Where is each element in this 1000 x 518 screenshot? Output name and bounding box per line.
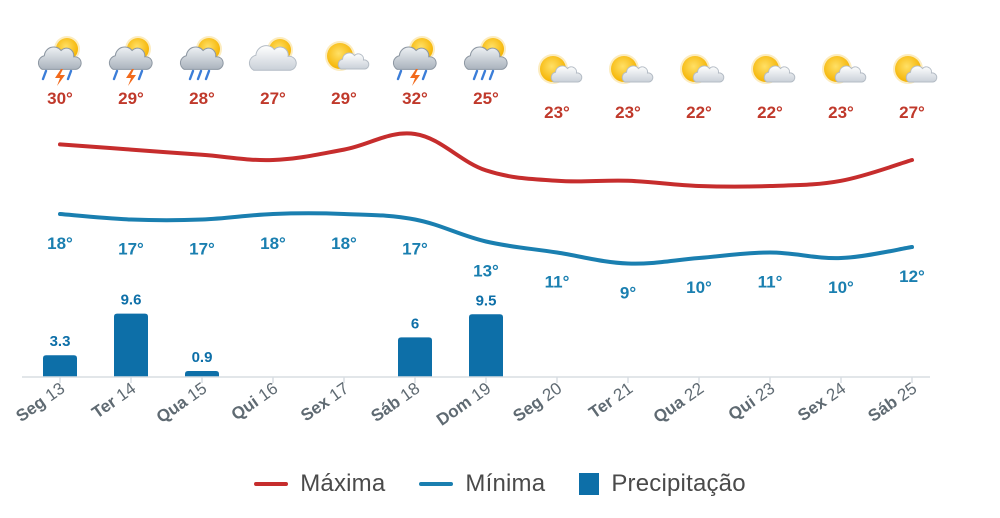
min-temp-label: 12° (899, 267, 925, 286)
max-temp-label: 30° (47, 89, 73, 108)
min-temp-label: 18° (260, 234, 286, 253)
sunny-cloud-icon (893, 54, 938, 84)
min-temp-label: 18° (47, 234, 73, 253)
sunny-cloud-icon (325, 41, 370, 71)
max-temperature-line (58, 131, 914, 189)
max-temp-label: 27° (260, 89, 286, 108)
precipitation-label: 3.3 (50, 333, 71, 350)
legend-label-precipitation: Precipitação (611, 470, 746, 497)
x-tick-label: Dom 19 (433, 379, 494, 430)
max-temperature-labels: 30° 29° 28° 27° 29° 32° 25° 23° 23° 22° 22° 23° 27° (47, 89, 925, 122)
legend-swatch-precipitation (579, 473, 600, 495)
legend-item-precipitation: Precipitação (579, 470, 746, 498)
max-temp-label: 23° (615, 103, 641, 122)
min-temp-label: 17° (189, 240, 215, 259)
max-temp-label: 23° (828, 103, 854, 122)
min-temp-label: 13° (473, 262, 499, 281)
legend-item-max: Máxima (254, 470, 385, 498)
x-tick-label: Qua 15 (153, 379, 210, 427)
storm-icon (392, 36, 437, 86)
legend-swatch-min (419, 482, 454, 486)
x-tick-label: Sex 24 (794, 379, 849, 425)
x-tick-label: Seg 13 (12, 379, 68, 426)
precipitation-bar (469, 314, 503, 377)
x-tick-label: Sáb 25 (864, 379, 920, 426)
rain-icon (463, 36, 508, 81)
x-tick-label: Ter 14 (88, 379, 139, 423)
x-tick-label: Sáb 18 (367, 379, 423, 426)
precipitation-label: 0.9 (192, 349, 213, 366)
sunny-cloud-icon (538, 54, 583, 84)
legend-swatch-max (254, 482, 289, 486)
precipitation-bars: 3.3 9.6 0.9 6 9.5 (43, 292, 503, 377)
max-temp-label: 27° (899, 103, 925, 122)
storm-icon (37, 36, 82, 86)
max-temp-label: 22° (757, 103, 783, 122)
x-tick-label: Qua 22 (650, 379, 707, 427)
precipitation-label: 9.5 (476, 292, 497, 309)
max-temp-label: 28° (189, 89, 215, 108)
precipitation-bar (114, 313, 148, 377)
precipitation-label: 6 (411, 315, 419, 332)
precipitation-bar (398, 337, 432, 377)
weather-chart: 30° 29° 28° 27° 29° 32° 25°23° 23° 22° 22° 23° 27° … (12, 36, 938, 430)
rain-icon (179, 36, 224, 81)
min-temperature-line (58, 211, 914, 266)
min-temperature-labels: 18° 17° 17° 18° 18° 17° 13° 11° 9° 10° 11° 10° 12° (47, 234, 925, 303)
min-temp-label: 9° (620, 284, 636, 303)
legend-item-min: Mínima (419, 470, 545, 498)
min-temp-label: 10° (828, 278, 854, 297)
sunny-cloud-icon (822, 54, 867, 84)
min-temp-label: 17° (402, 240, 428, 259)
sunny-cloud-icon (609, 54, 654, 84)
sunny-cloud-icon (751, 54, 796, 84)
min-temp-label: 11° (758, 273, 783, 292)
precipitation-bar (43, 355, 77, 377)
legend-label-min: Mínima (465, 470, 546, 497)
min-temp-label: 10° (686, 278, 712, 297)
legend-label-max: Máxima (300, 470, 386, 497)
x-tick-label: Ter 21 (585, 379, 636, 423)
x-tick-label: Seg 20 (509, 379, 565, 426)
x-tick-label: Qui 16 (228, 379, 281, 424)
x-axis-ticks: Seg 13 Ter 14 Qua 15 Qui 16 Sex 17 Sáb 18 Dom … (12, 377, 920, 430)
min-temp-label: 11° (545, 273, 570, 292)
max-temp-label: 23° (544, 103, 570, 122)
max-temp-label: 29° (118, 89, 144, 108)
storm-icon (108, 36, 153, 86)
precipitation-bar (185, 371, 219, 377)
max-temp-label: 29° (331, 89, 357, 108)
weather-icons (37, 36, 938, 86)
max-temp-label: 25° (473, 89, 499, 108)
partly-cloudy-icon (248, 37, 297, 71)
precipitation-label: 9.6 (121, 292, 142, 309)
sunny-cloud-icon (680, 54, 725, 84)
min-temp-label: 18° (331, 234, 357, 253)
x-tick-label: Sex 17 (297, 379, 352, 425)
x-tick-label: Qui 23 (725, 379, 778, 424)
min-temp-label: 17° (118, 240, 144, 259)
max-temp-label: 32° (402, 89, 428, 108)
max-temp-label: 22° (686, 103, 712, 122)
chart-legend: Máxima Mínima Precipitação (0, 462, 1000, 506)
